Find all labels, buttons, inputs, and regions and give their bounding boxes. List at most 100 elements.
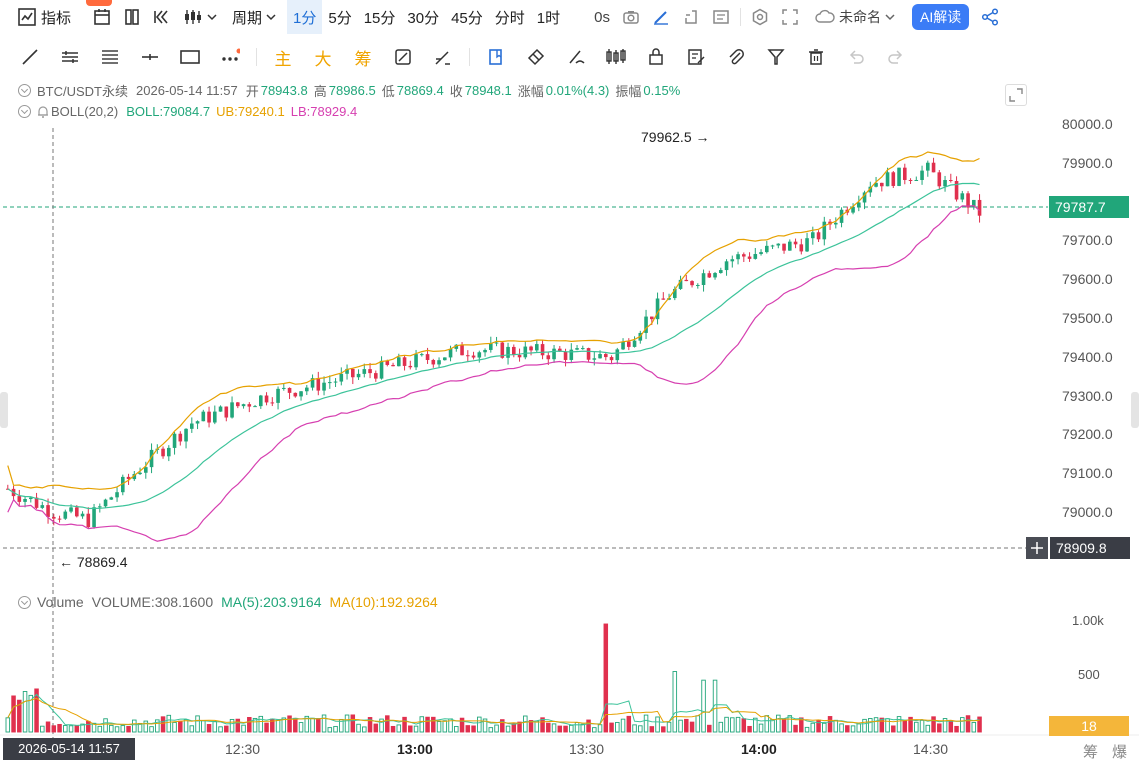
candle-body: [943, 180, 947, 187]
candle-body: [862, 192, 867, 203]
measure-tool[interactable]: [423, 40, 463, 74]
line-tool-icon: [22, 49, 38, 65]
candle-body: [178, 433, 183, 442]
candle-body: [604, 354, 608, 358]
volume-bar: [459, 717, 465, 733]
replay-button[interactable]: [147, 0, 177, 34]
candle-body: [701, 273, 706, 285]
candle-body: [92, 507, 96, 528]
rectangle-icon: [180, 50, 200, 64]
parallel-lines-icon: [62, 51, 78, 63]
price-axis-label: 79300.0: [1062, 387, 1113, 404]
volume-bar: [557, 725, 563, 733]
fib-tool[interactable]: [90, 40, 130, 74]
candle-style-tool[interactable]: [596, 40, 636, 74]
bell-icon[interactable]: [37, 105, 49, 118]
collapse-toggle-icon[interactable]: [18, 84, 31, 97]
candle-body: [339, 373, 344, 382]
volume-bar: [477, 716, 482, 733]
candlestick-chart[interactable]: [0, 78, 1139, 765]
volume-bar: [482, 718, 488, 733]
big-order-button[interactable]: 大: [314, 49, 332, 69]
candle-body: [241, 404, 246, 407]
interval-30m[interactable]: 30分: [407, 9, 440, 27]
volume-bar: [546, 722, 551, 733]
candle-body: [264, 395, 269, 403]
candle-body: [454, 344, 459, 349]
interval-15m[interactable]: 15分: [363, 9, 396, 27]
horizontal-ray-tool[interactable]: [50, 40, 90, 74]
footer-burst-label[interactable]: 爆: [1112, 744, 1128, 761]
settings-button[interactable]: [745, 0, 775, 34]
collapse-toggle-icon[interactable]: [18, 595, 31, 609]
volume-ma5-value: MA(5):203.9164: [221, 594, 322, 610]
volume-bar: [528, 720, 534, 733]
bookmark-tool[interactable]: [476, 40, 516, 74]
brush-tool[interactable]: [556, 40, 596, 74]
trend-line-tool[interactable]: [10, 40, 50, 74]
candle-body: [523, 346, 528, 358]
volume-bar: [275, 719, 281, 733]
maximize-pane-button[interactable]: [1005, 84, 1027, 106]
chart-type-dropdown[interactable]: [177, 0, 224, 34]
volume-bar: [718, 721, 724, 733]
grid: [0, 128, 1139, 738]
interval-5m[interactable]: 5分: [328, 9, 352, 27]
indicator-button[interactable]: 指标: [0, 0, 112, 34]
candle-body: [17, 496, 22, 502]
right-arrow-icon: →: [695, 129, 710, 145]
price-axis-label: 79900.0: [1062, 154, 1113, 171]
volume-bar: [810, 722, 816, 733]
more-tools-button[interactable]: [210, 40, 250, 74]
main-indicator-button[interactable]: 主: [274, 49, 292, 69]
volume-bar: [603, 623, 609, 733]
redo-button[interactable]: [876, 40, 916, 74]
volume-bar: [741, 718, 747, 733]
fullscreen-frame-button[interactable]: [706, 0, 736, 34]
interval-1m[interactable]: 1分: [287, 0, 323, 34]
collapse-toggle-icon[interactable]: [18, 105, 31, 118]
ai-analysis-button[interactable]: AI解读: [906, 0, 975, 34]
edit-button[interactable]: [646, 0, 676, 34]
candle-body: [868, 186, 873, 193]
candle-body: [483, 349, 487, 353]
candle-body: [316, 378, 321, 391]
chip-distribution-button[interactable]: 筹: [354, 49, 372, 69]
volume-bar: [758, 723, 764, 733]
interval-45m[interactable]: 45分: [451, 9, 483, 27]
time-label: 13:00: [397, 741, 433, 757]
filter-tool[interactable]: [756, 40, 796, 74]
right-collapse-tab[interactable]: [1131, 392, 1139, 428]
horizontal-line-tool[interactable]: [130, 40, 170, 74]
lock-tool[interactable]: [636, 40, 676, 74]
volume-bar: [252, 717, 258, 733]
interval-1h[interactable]: 1时: [536, 9, 561, 27]
screenshot-button[interactable]: [616, 0, 646, 34]
candle-body: [351, 368, 355, 378]
calendar-button[interactable]: [87, 0, 117, 34]
share-button[interactable]: [975, 0, 1005, 34]
candle-body: [477, 352, 482, 358]
note-tool[interactable]: [676, 40, 716, 74]
left-collapse-tab[interactable]: [0, 392, 8, 428]
rectangle-tool[interactable]: [170, 40, 210, 74]
candle-body: [776, 243, 781, 246]
link-tool[interactable]: [716, 40, 756, 74]
volume-bar: [241, 724, 246, 733]
period-dropdown[interactable]: 周期: [226, 0, 283, 34]
eraser-tool[interactable]: [516, 40, 556, 74]
layout-name-dropdown[interactable]: 未命名: [809, 0, 902, 34]
layout-split-button[interactable]: [117, 0, 147, 34]
add-alert-button[interactable]: [676, 0, 706, 34]
undo-button[interactable]: [836, 40, 876, 74]
footer-chip-label[interactable]: 筹: [1083, 744, 1099, 761]
crosshair-add-button[interactable]: [1026, 537, 1048, 559]
delete-tool[interactable]: [796, 40, 836, 74]
magnet-tool[interactable]: [383, 40, 423, 74]
time-label: 14:30: [913, 741, 949, 757]
fullscreen-button[interactable]: [775, 0, 805, 34]
volume-bar: [356, 723, 361, 733]
interval-timeshare[interactable]: 分时: [494, 9, 525, 27]
candle-body: [29, 497, 33, 500]
high-label: 高: [313, 84, 327, 99]
